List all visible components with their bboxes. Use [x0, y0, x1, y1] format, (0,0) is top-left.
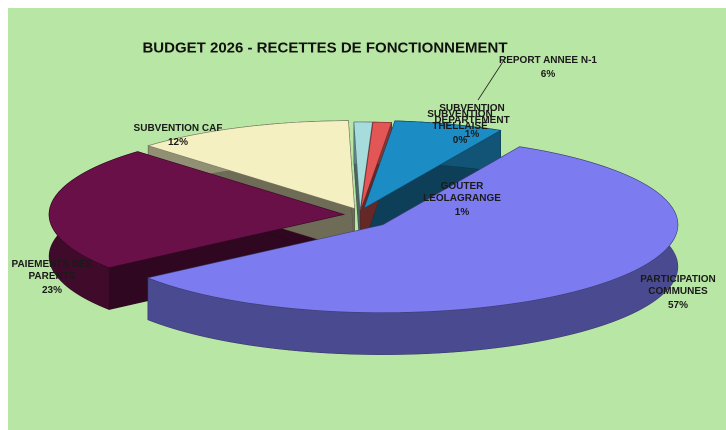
slice-label: REPORT ANNEE N-1 — [499, 55, 597, 66]
slice-value-label: 57% — [667, 300, 688, 311]
callout-line — [477, 56, 507, 101]
slice-value-label: 23% — [41, 285, 62, 296]
slice-value-label: 12% — [167, 137, 188, 148]
slice — [147, 120, 355, 209]
slice-label: PARTICIPATION COMMUNES — [640, 274, 716, 297]
slice-value-label: 1% — [464, 129, 480, 140]
slice-label: SUBVENTION CAF — [133, 123, 223, 134]
slice — [363, 120, 502, 209]
slice — [360, 121, 392, 211]
chart-title: BUDGET 2026 - RECETTES DE FONCTIONNEMENT — [142, 39, 508, 57]
slice-value-label: 1% — [454, 207, 470, 218]
slice-value-label: 0% — [452, 135, 468, 146]
slice-label: GOUTER LEOLAGRANGE — [423, 181, 501, 204]
slice — [353, 121, 373, 211]
slice-label: SUBVENTION DEPARTEMENT — [434, 103, 510, 126]
slice-label: PAIEMENTS DES PARENTS — [11, 259, 93, 282]
slice — [48, 151, 346, 268]
slice — [360, 122, 374, 211]
slice — [146, 146, 679, 313]
slice-tops — [48, 120, 679, 313]
slice-label: SUBVENTION THELLAISE — [427, 109, 493, 132]
slice-value-label: 6% — [540, 69, 556, 80]
